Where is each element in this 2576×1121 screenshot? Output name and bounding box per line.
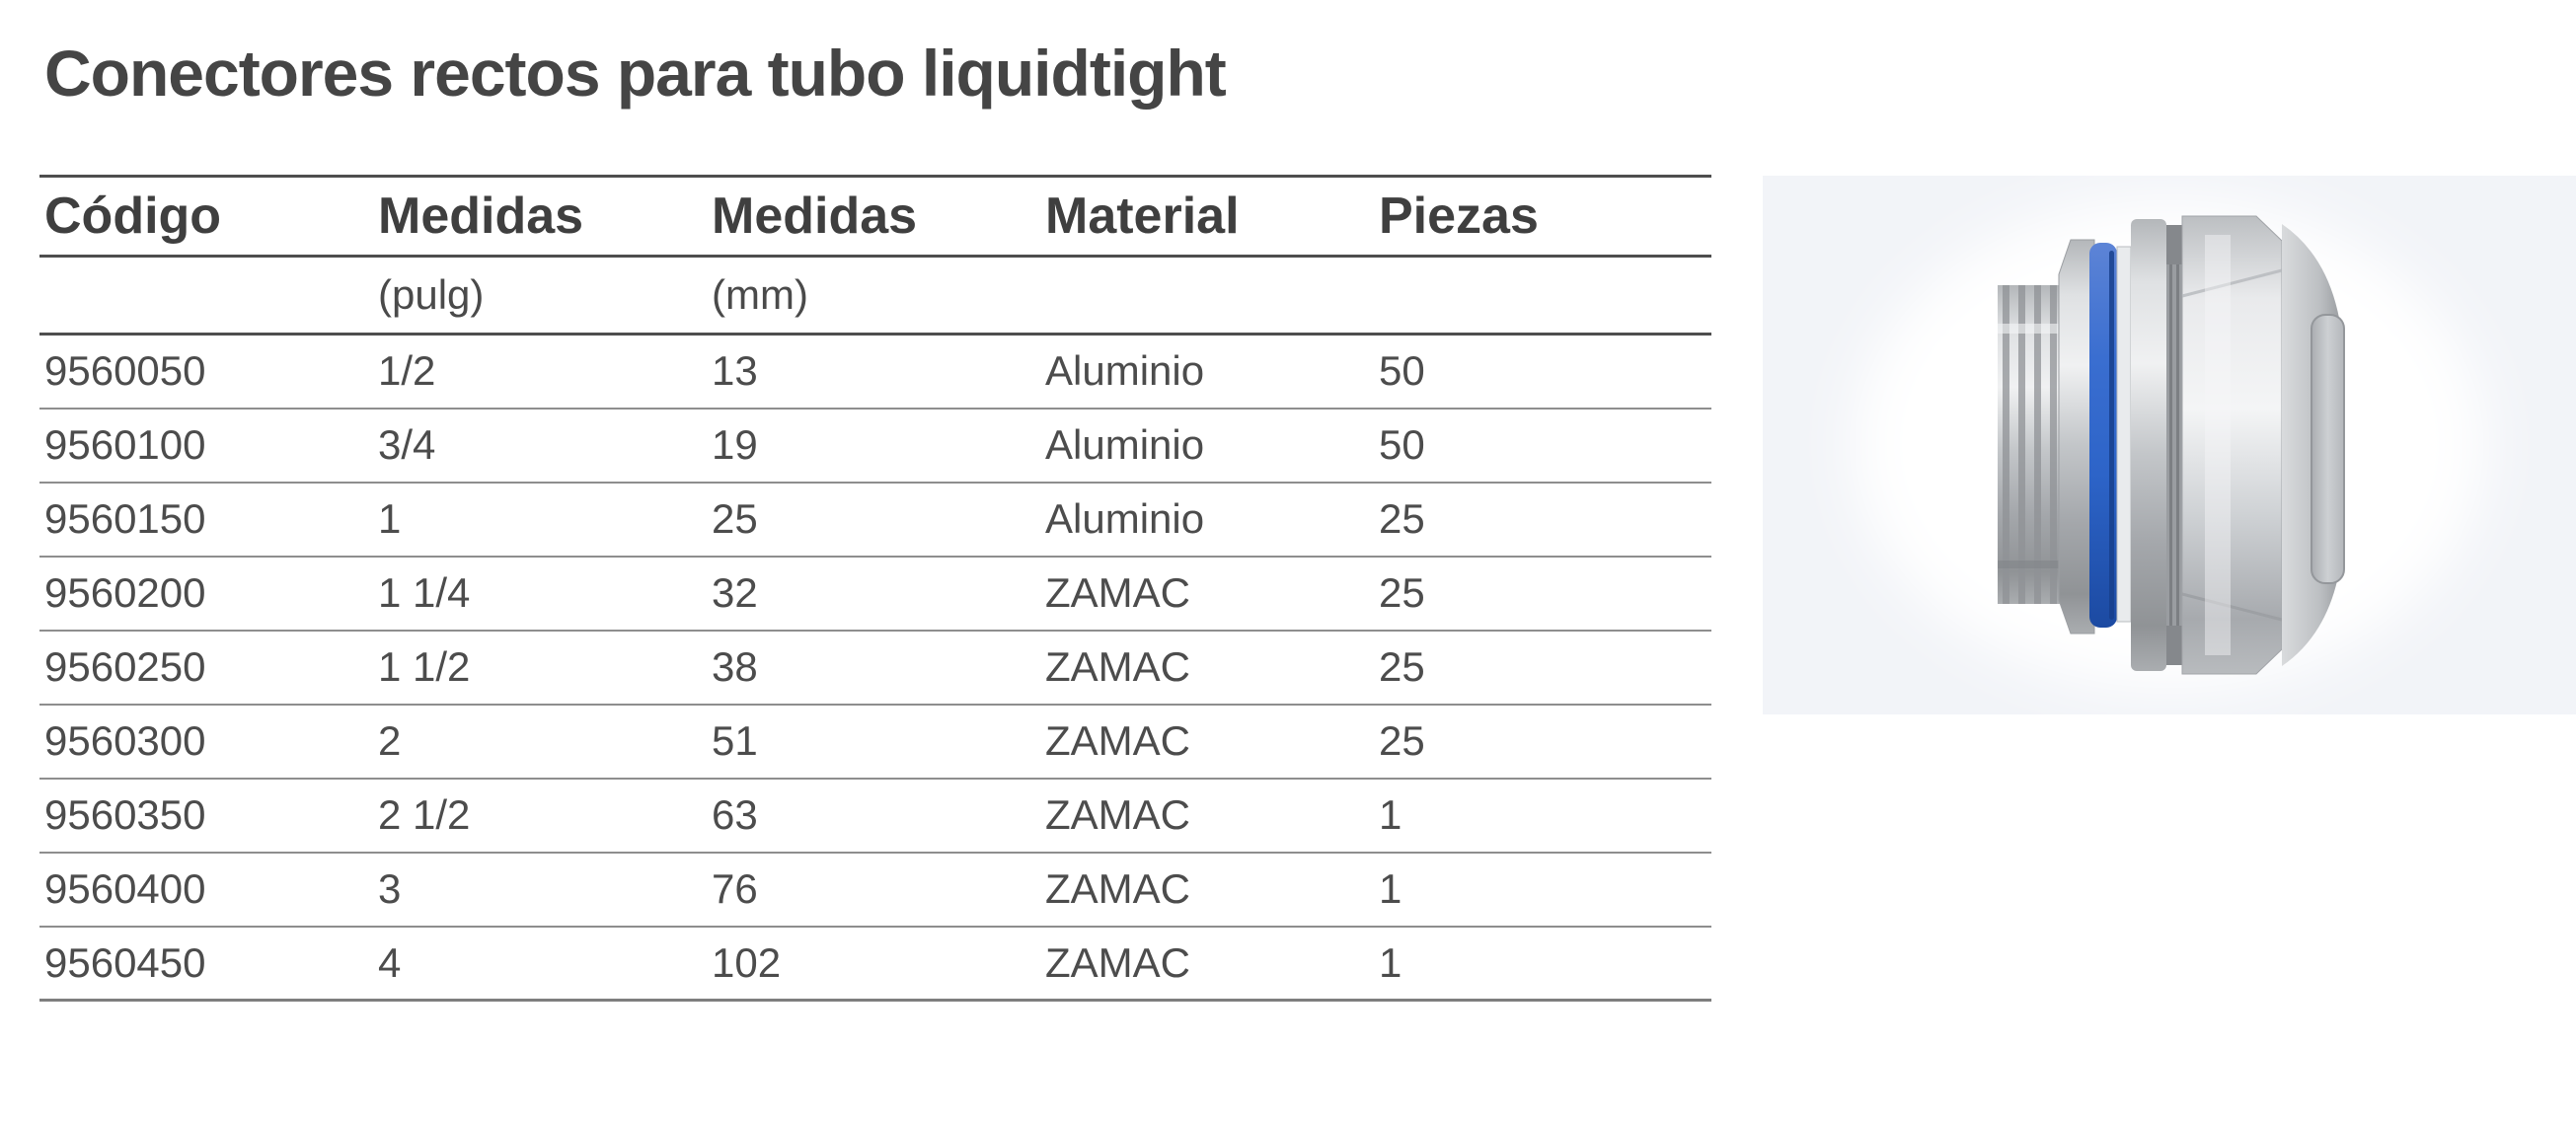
column-header-material: Material (1040, 176, 1374, 258)
connector-washer (2131, 219, 2166, 671)
cell-piezas: 1 (1379, 791, 1402, 838)
table-row: 9560350 2 1/2 63 ZAMAC 1 (39, 779, 1711, 853)
cell-piezas: 25 (1379, 643, 1425, 690)
table-row: 9560250 1 1/2 38 ZAMAC 25 (39, 631, 1711, 705)
table-row: 9560200 1 1/4 32 ZAMAC 25 (39, 557, 1711, 631)
cell-medidas-pulg: 1 1/4 (378, 569, 471, 616)
cell-medidas-mm: 32 (712, 569, 758, 616)
cell-piezas: 25 (1379, 717, 1425, 764)
cell-piezas: 25 (1379, 495, 1425, 542)
cell-medidas-pulg: 2 (378, 717, 402, 764)
cell-medidas-mm: 13 (712, 347, 758, 395)
table-row: 9560400 3 76 ZAMAC 1 (39, 853, 1711, 927)
cell-codigo: 9560400 (44, 865, 206, 912)
cell-material: ZAMAC (1045, 569, 1190, 616)
connector-spacer-ring (2116, 246, 2132, 623)
cell-medidas-pulg: 1 (378, 495, 402, 542)
column-header-piezas: Piezas (1374, 176, 1711, 258)
connector-knurl-groove (2166, 225, 2182, 665)
cell-piezas: 25 (1379, 569, 1425, 616)
cell-medidas-mm: 51 (712, 717, 758, 764)
connector-hex-body (2181, 215, 2283, 675)
table-row: 9560050 1/2 13 Aluminio 50 (39, 335, 1711, 409)
cell-medidas-pulg: 3/4 (378, 421, 436, 468)
table-header-row: Código Medidas Medidas Material Piezas (39, 176, 1711, 258)
table-body: 9560050 1/2 13 Aluminio 50 9560100 3/4 19 Alumin… (39, 335, 1711, 1001)
column-unit-medidas-pulg: (pulg) (373, 256, 707, 336)
table-units-row: (pulg) (mm) (39, 256, 1711, 336)
cell-codigo: 9560150 (44, 495, 206, 542)
product-spec-table: Código Medidas Medidas Material Piezas (… (39, 175, 1711, 1002)
cell-codigo: 9560050 (44, 347, 206, 395)
cell-material: Aluminio (1045, 495, 1205, 542)
connector-threads (1998, 285, 2061, 604)
cell-medidas-pulg: 2 1/2 (378, 791, 471, 838)
table-row: 9560450 4 102 ZAMAC 1 (39, 927, 1711, 1001)
cell-codigo: 9560300 (44, 717, 206, 764)
cell-material: ZAMAC (1045, 938, 1190, 986)
column-header-medidas-mm: Medidas (707, 176, 1040, 258)
cell-codigo: 9560100 (44, 421, 206, 468)
cell-medidas-mm: 19 (712, 421, 758, 468)
cell-material: ZAMAC (1045, 717, 1190, 764)
cell-piezas: 1 (1379, 865, 1402, 912)
cell-medidas-mm: 102 (712, 938, 782, 986)
column-unit-material (1040, 256, 1374, 336)
cell-medidas-pulg: 1/2 (378, 347, 436, 395)
cell-codigo: 9560200 (44, 569, 206, 616)
cell-piezas: 50 (1379, 347, 1425, 395)
cell-medidas-mm: 25 (712, 495, 758, 542)
column-header-codigo: Código (39, 176, 373, 258)
cell-material: ZAMAC (1045, 865, 1190, 912)
cell-piezas: 1 (1379, 938, 1402, 986)
connector-flange (2058, 239, 2095, 635)
cell-material: ZAMAC (1045, 791, 1190, 838)
cell-material: Aluminio (1045, 421, 1205, 468)
product-image-panel (1763, 176, 2576, 714)
page-title: Conectores rectos para tubo liquidtight (44, 37, 1227, 110)
cell-medidas-mm: 38 (712, 643, 758, 690)
column-unit-medidas-mm: (mm) (707, 256, 1040, 336)
cell-material: ZAMAC (1045, 643, 1190, 690)
cell-codigo: 9560350 (44, 791, 206, 838)
cell-medidas-pulg: 4 (378, 938, 402, 986)
cell-piezas: 50 (1379, 421, 1425, 468)
column-unit-piezas (1374, 256, 1711, 336)
column-header-medidas-pulg: Medidas (373, 176, 707, 258)
connector-socket-opening (2311, 314, 2345, 584)
table-row: 9560300 2 51 ZAMAC 25 (39, 705, 1711, 779)
cell-medidas-pulg: 1 1/2 (378, 643, 471, 690)
cell-medidas-mm: 63 (712, 791, 758, 838)
table-row: 9560150 1 25 Aluminio 25 (39, 483, 1711, 557)
liquidtight-connector-image (1854, 199, 2485, 689)
cell-medidas-mm: 76 (712, 865, 758, 912)
cell-medidas-pulg: 3 (378, 865, 402, 912)
cell-codigo: 9560450 (44, 938, 206, 986)
cell-material: Aluminio (1045, 347, 1205, 395)
cell-codigo: 9560250 (44, 643, 206, 690)
table-row: 9560100 3/4 19 Aluminio 50 (39, 409, 1711, 483)
column-unit-codigo (39, 256, 373, 336)
